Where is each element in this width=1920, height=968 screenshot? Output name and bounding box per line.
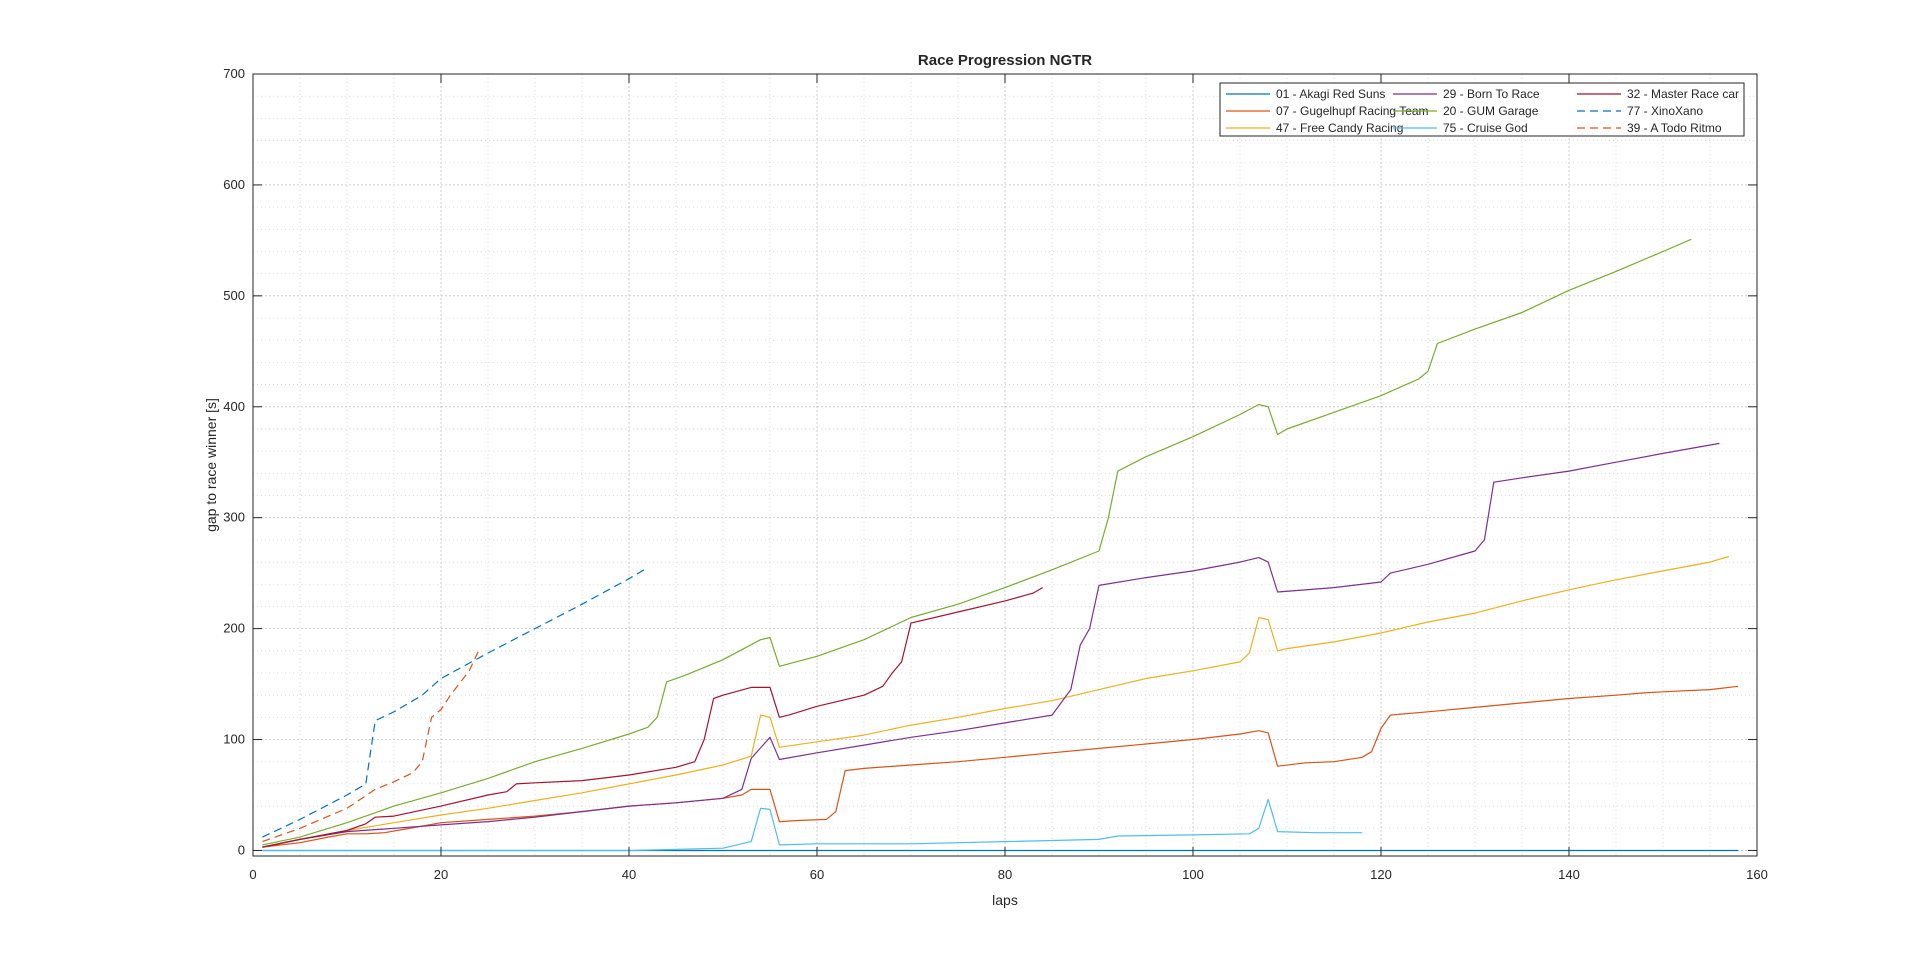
series-line-2 [262, 555, 1729, 848]
legend-label-7: 77 - XinoXano [1627, 104, 1703, 118]
series-line-3 [262, 442, 1720, 848]
legend: 01 - Akagi Red Suns 07 - Gugelhupf Racing… [1219, 82, 1745, 137]
x-tick-label: 0 [249, 867, 256, 882]
series-line-5 [262, 798, 1363, 852]
series-line-7 [262, 567, 649, 838]
y-tick-label: 300 [223, 510, 245, 525]
series-line-6 [262, 587, 1043, 848]
y-tick-label: 0 [238, 842, 245, 857]
series-layer [262, 238, 1739, 852]
series-line-1 [262, 685, 1739, 848]
legend-label-0: 01 - Akagi Red Suns [1276, 87, 1385, 101]
x-tick-label: 100 [1182, 867, 1204, 882]
series-line-4 [262, 238, 1692, 846]
series-line-8 [262, 650, 480, 843]
x-tick-label: 40 [622, 867, 636, 882]
legend-label-3: 29 - Born To Race [1443, 87, 1540, 101]
ticks-layer: 0 20 40 60 80 100 120 140 160 0 100 200 300 400 500 600… [223, 66, 1768, 882]
x-tick-label: 120 [1370, 867, 1392, 882]
chart-title: Race Progression NGTR [918, 52, 1092, 69]
x-tick-label: 80 [998, 867, 1012, 882]
x-axis-label: laps [992, 892, 1018, 908]
y-tick-label: 500 [223, 288, 245, 303]
legend-label-2: 47 - Free Candy Racing [1276, 121, 1403, 135]
legend-label-4: 20 - GUM Garage [1443, 104, 1539, 118]
y-tick-label: 200 [223, 621, 245, 636]
legend-label-1: 07 - Gugelhupf Racing Team [1276, 104, 1429, 118]
legend-box [1219, 82, 1745, 137]
legend-label-8: 39 - A Todo Ritmo [1627, 121, 1722, 135]
y-tick-label: 700 [223, 66, 245, 81]
y-tick-label: 100 [223, 732, 245, 747]
x-tick-label: 20 [434, 867, 448, 882]
y-axis-label: gap to race winner [s] [203, 398, 219, 532]
y-tick-label: 600 [223, 177, 245, 192]
x-tick-label: 160 [1746, 867, 1768, 882]
legend-label-5: 75 - Cruise God [1443, 121, 1528, 135]
y-tick-label: 400 [223, 399, 245, 414]
grid-layer [252, 73, 1758, 856]
legend-label-6: 32 - Master Race car [1627, 87, 1739, 101]
x-tick-label: 140 [1558, 867, 1580, 882]
x-tick-label: 60 [810, 867, 824, 882]
